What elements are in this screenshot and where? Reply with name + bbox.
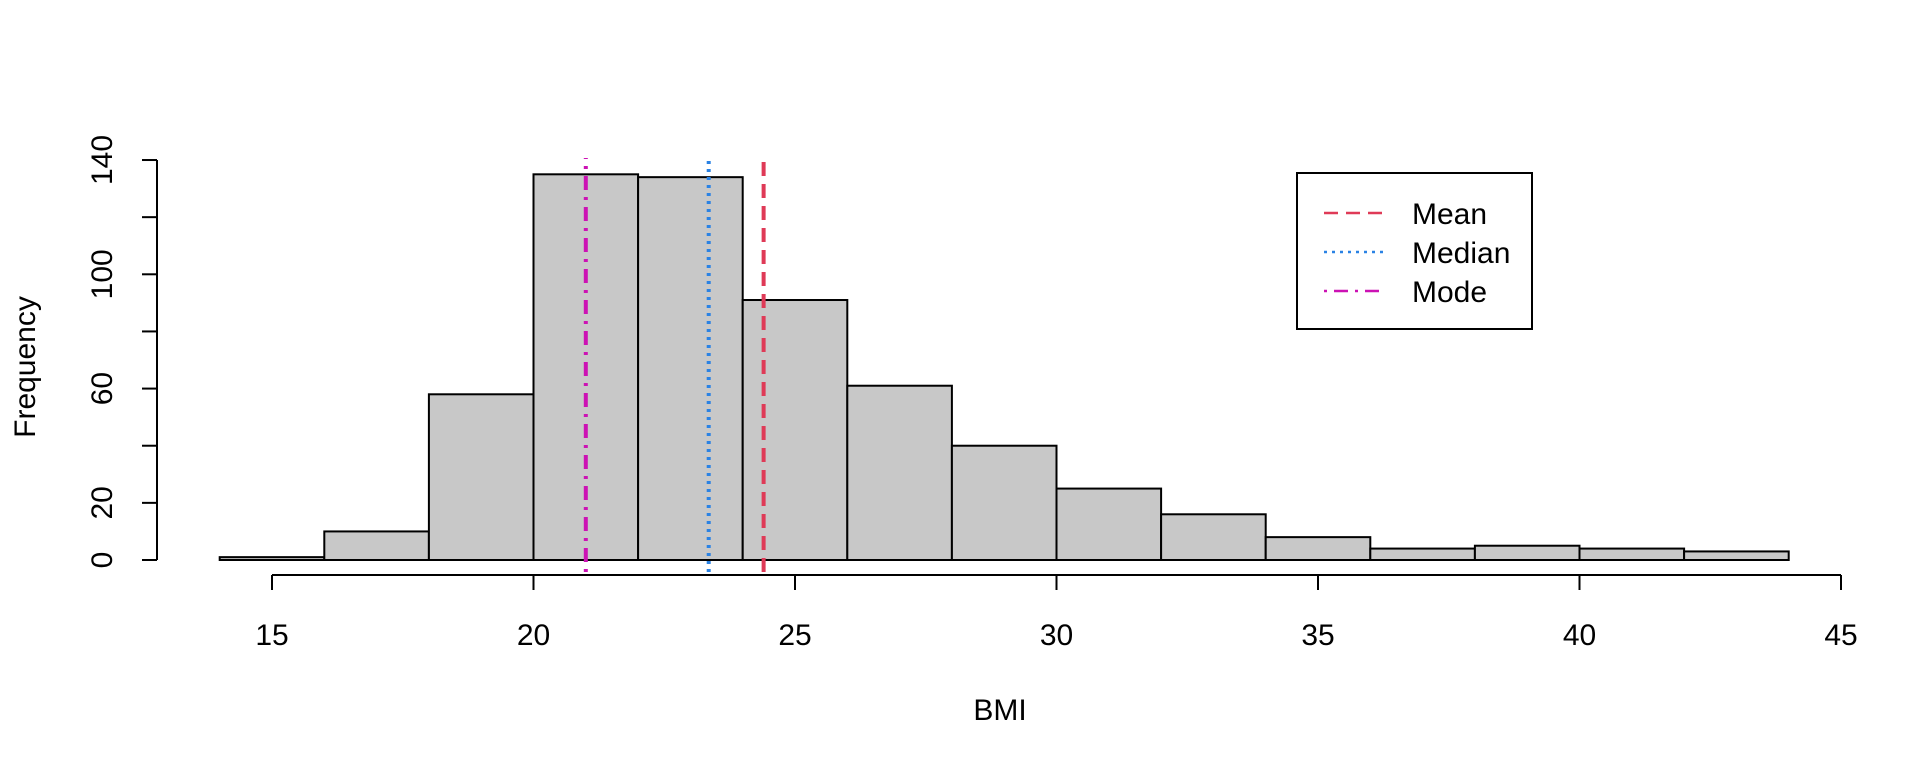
legend-label-mean: Mean xyxy=(1412,198,1487,231)
histogram-bar xyxy=(846,384,953,561)
x-tick-label: 40 xyxy=(1563,619,1596,652)
histogram-bar xyxy=(741,299,849,561)
x-tick-label: 25 xyxy=(778,619,811,652)
y-tick-label: 100 xyxy=(86,249,119,299)
x-tick-label: 20 xyxy=(517,619,550,652)
histogram-bar xyxy=(1578,547,1686,562)
y-axis-title: Frequency xyxy=(9,296,42,438)
histogram-bar xyxy=(1055,487,1163,562)
histogram-bar xyxy=(950,444,1058,561)
histogram-bar xyxy=(1369,547,1476,562)
histogram-bar xyxy=(637,176,744,562)
y-tick-label: 20 xyxy=(86,486,119,519)
histogram-bar xyxy=(427,393,535,561)
histogram-bar xyxy=(1473,544,1581,562)
histogram-bar xyxy=(1160,513,1267,562)
y-tick-label: 140 xyxy=(86,135,119,185)
histogram-bars xyxy=(218,173,1790,562)
histogram-bar xyxy=(323,530,430,561)
y-tick-label: 60 xyxy=(86,372,119,405)
legend-label-mode: Mode xyxy=(1412,276,1487,309)
y-tick-label: 0 xyxy=(86,552,119,569)
x-tick-label: 35 xyxy=(1301,619,1334,652)
histogram-bar xyxy=(1683,550,1790,562)
reference-lines xyxy=(583,158,766,572)
legend: Mean Median Mode xyxy=(1296,172,1533,330)
x-tick-label: 45 xyxy=(1824,619,1857,652)
legend-label-median: Median xyxy=(1412,237,1510,270)
legend-box xyxy=(1296,172,1533,330)
y-axis: 0 20 60 100 140 xyxy=(86,135,158,569)
x-axis-title: BMI xyxy=(973,694,1026,727)
x-axis: 15 20 25 30 35 40 45 xyxy=(255,574,1858,652)
histogram-bar xyxy=(218,556,326,562)
histogram-bar xyxy=(1264,536,1372,561)
x-tick-label: 15 xyxy=(255,619,288,652)
x-tick-label: 30 xyxy=(1040,619,1073,652)
